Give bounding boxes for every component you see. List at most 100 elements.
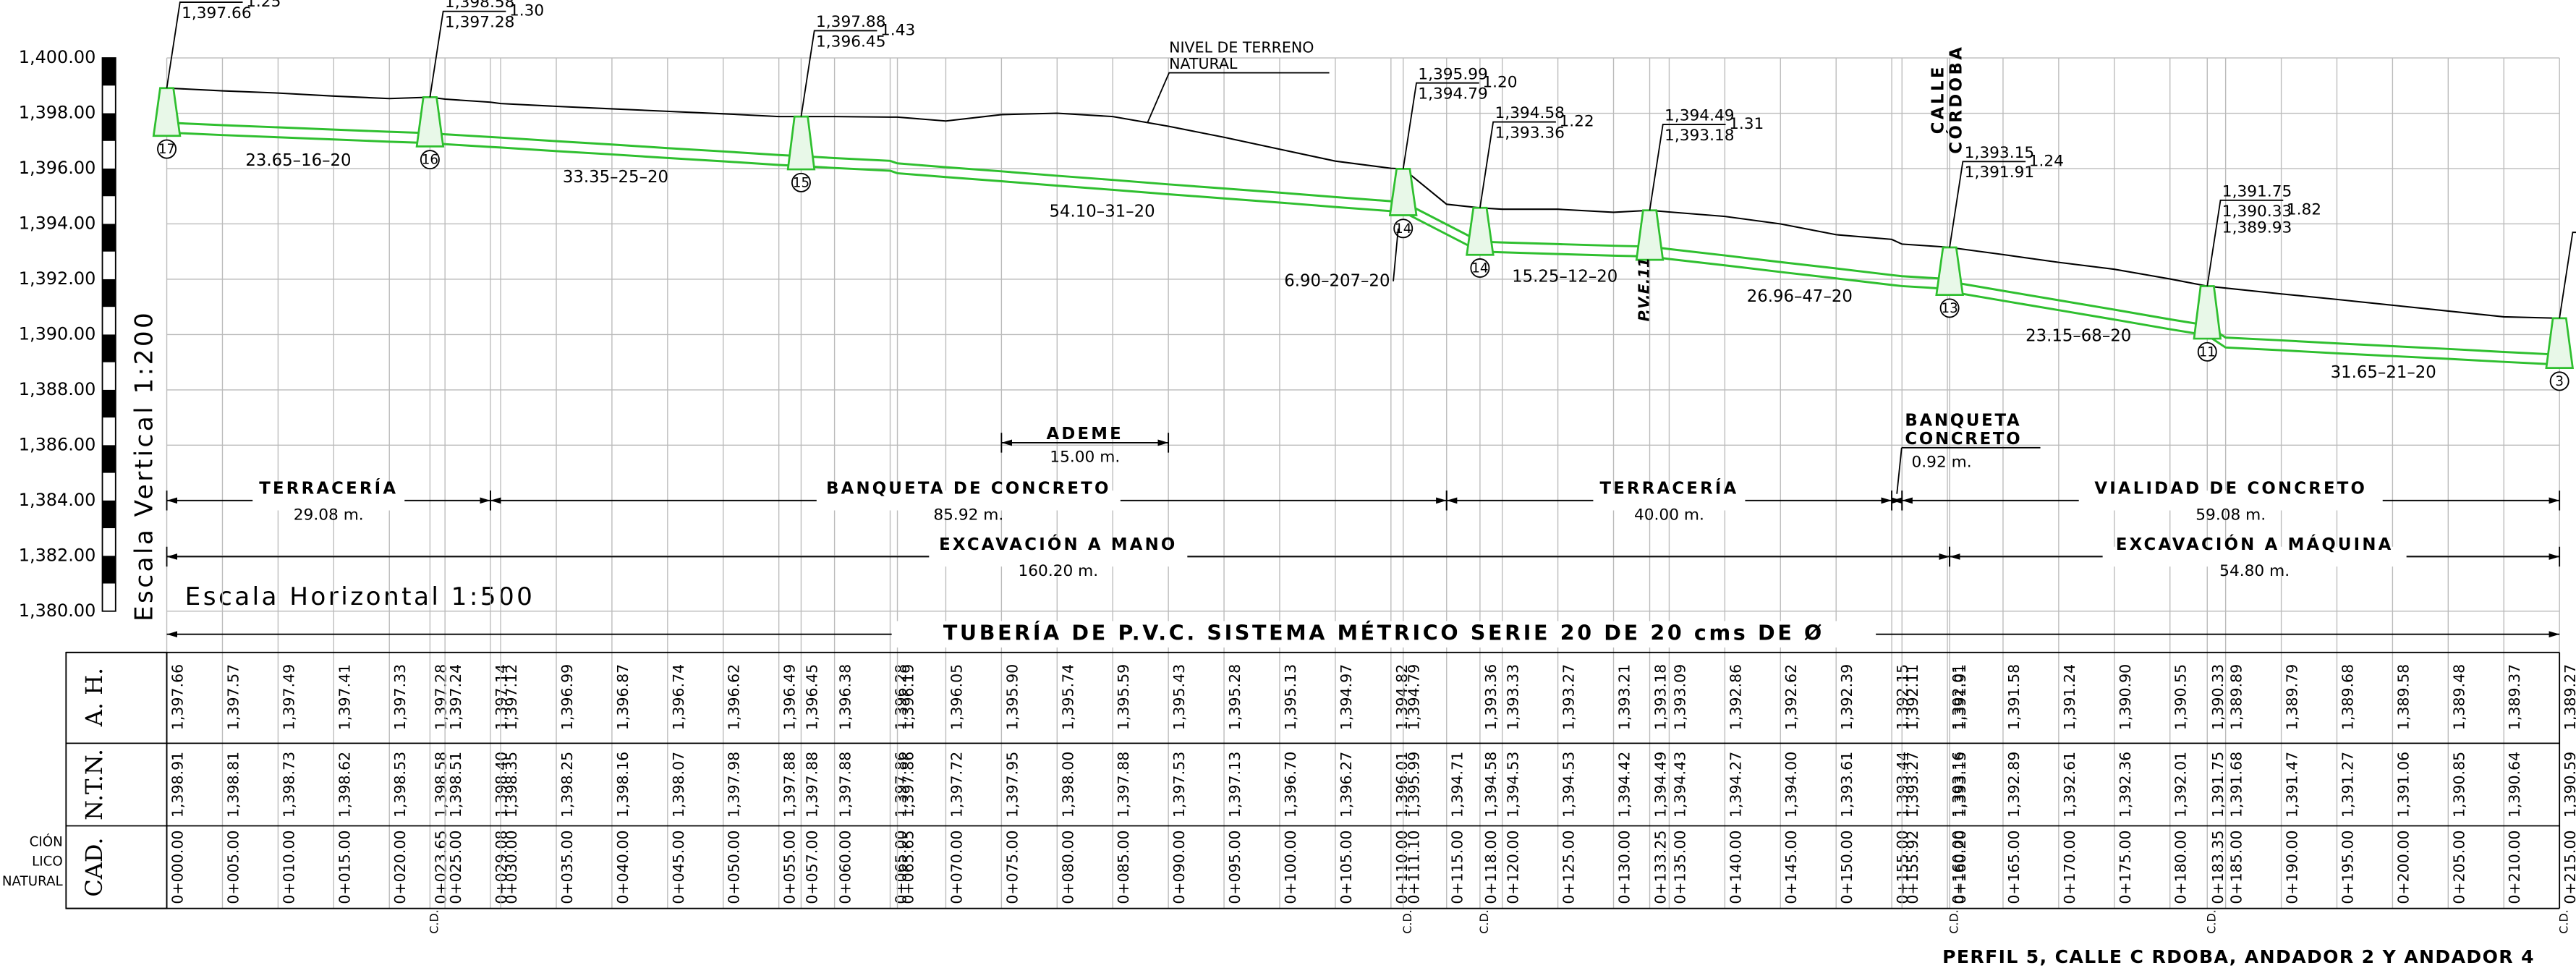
ntn-value: 1,397.88 bbox=[1115, 752, 1132, 818]
cad-value: 1,396.62 bbox=[726, 664, 743, 730]
cad-value: 1,390.33 bbox=[2209, 664, 2227, 730]
label-bg bbox=[1593, 491, 1746, 511]
station-label: 0+029.08 bbox=[493, 831, 510, 904]
cad-value: 1,396.45 bbox=[803, 664, 820, 730]
cad-value: 1,392.86 bbox=[1727, 664, 1744, 730]
cad-value: 1,397.41 bbox=[336, 664, 353, 730]
ntn-value: 1,396.01 bbox=[1393, 752, 1411, 818]
station-label: 0+205.00 bbox=[2450, 831, 2467, 904]
cad-value: 1,391.58 bbox=[2005, 664, 2023, 730]
well-elevation: 1,394.58 bbox=[1495, 104, 1565, 122]
station-label: 0+065.65 bbox=[900, 831, 917, 904]
station-label: 0+023.65 bbox=[432, 831, 449, 904]
ntn-value: 1,393.44 bbox=[1894, 752, 1911, 818]
station-label: 0+110.00 bbox=[1393, 831, 1411, 904]
row-header: A. H. bbox=[80, 668, 108, 727]
station-label: 0+055.00 bbox=[781, 831, 799, 904]
ntn-value: 1,393.15 bbox=[1952, 752, 1969, 818]
cad-value: 1,397.66 bbox=[169, 664, 187, 730]
station-label: 0+085.00 bbox=[1115, 831, 1132, 904]
well-label: 14 bbox=[1395, 221, 1411, 237]
cad-value: 1,397.24 bbox=[447, 664, 464, 730]
ntn-value: 1,391.06 bbox=[2394, 752, 2412, 818]
cad-value: 1,395.90 bbox=[1003, 664, 1021, 730]
cad-value: 1,390.90 bbox=[2117, 664, 2134, 730]
station-label: 0+010.00 bbox=[280, 831, 297, 904]
dimension-name: TERRACERÍA bbox=[1599, 477, 1738, 498]
well-leader bbox=[1479, 121, 1556, 208]
ntn-value: 1,394.53 bbox=[1560, 752, 1578, 818]
cad-value: 1,389.89 bbox=[2228, 664, 2245, 730]
terrain-label: NATURAL bbox=[1169, 55, 1238, 72]
cad-value: 1,389.79 bbox=[2284, 664, 2301, 730]
cad-value: 1,392.62 bbox=[1782, 664, 1800, 730]
manhole bbox=[2193, 285, 2222, 340]
well-depth: 1.43 bbox=[880, 21, 915, 39]
well-elevation: 1,389.93 bbox=[2222, 219, 2292, 237]
station-label: 0+030.00 bbox=[503, 831, 520, 904]
station-label: 0+111.10 bbox=[1406, 831, 1423, 904]
manhole bbox=[1935, 246, 1964, 297]
dimension-name: BANQUETA DE CONCRETO bbox=[826, 479, 1110, 498]
station-label: 0+150.00 bbox=[1838, 831, 1856, 904]
ntn-value: 1,398.00 bbox=[1059, 752, 1076, 818]
elevation-label: 1,400.00 bbox=[19, 47, 96, 67]
terrain-label: NIVEL DE TERRENO bbox=[1169, 38, 1314, 56]
well-depth: 1.31 bbox=[1729, 115, 1764, 133]
station-label: 0+120.00 bbox=[1505, 831, 1522, 904]
cad-value: 1,395.28 bbox=[1226, 664, 1244, 730]
ntn-value: 1,392.36 bbox=[2117, 752, 2134, 818]
elevation-label: 1,392.00 bbox=[19, 268, 96, 289]
station-label: 0+070.00 bbox=[948, 831, 965, 904]
ntn-value: 1,398.07 bbox=[670, 752, 687, 818]
station-label: 0+180.00 bbox=[2172, 831, 2190, 904]
cad-value: 1,393.36 bbox=[1482, 664, 1500, 730]
left-note: LICO bbox=[32, 854, 63, 870]
ntn-value: 1,394.58 bbox=[1482, 752, 1500, 818]
ntn-value: 1,397.13 bbox=[1226, 752, 1244, 818]
manhole bbox=[152, 87, 182, 137]
well-elevation: 1,393.36 bbox=[1495, 124, 1565, 143]
elevation-label: 1,386.00 bbox=[19, 434, 96, 454]
dimension-name: VIALIDAD DE CONCRETO bbox=[2094, 479, 2367, 498]
dimension-name: BANQUETA bbox=[1905, 412, 2021, 430]
dimension-leader bbox=[1896, 447, 1903, 494]
well-elevation: 1,390.33 bbox=[2222, 203, 2292, 221]
ntn-value: 1,397.98 bbox=[726, 752, 743, 818]
well-elevation: 1,393.18 bbox=[1665, 127, 1735, 145]
cd-mark: C.D. bbox=[2557, 909, 2571, 934]
station-label: 0+025.00 bbox=[447, 831, 464, 904]
vertical-scale: Escala Vertical 1:200 bbox=[129, 310, 158, 621]
well-circle bbox=[1470, 258, 1490, 278]
cad-value: 1,392.15 bbox=[1894, 664, 1911, 730]
ntn-value: 1,397.88 bbox=[781, 752, 799, 818]
station-label: 0+215.00 bbox=[2562, 831, 2576, 904]
ntn-value: 1,398.16 bbox=[614, 752, 632, 818]
ntn-value: 1,397.88 bbox=[837, 752, 854, 818]
shoring-length: 15.00 m. bbox=[1050, 448, 1120, 466]
station-label: 0+057.00 bbox=[803, 831, 820, 904]
cd-mark: C.D. bbox=[1477, 909, 1491, 934]
cad-value: 1,389.37 bbox=[2506, 664, 2523, 730]
cad-value: 1,393.09 bbox=[1671, 664, 1688, 730]
station-label: 0+005.00 bbox=[224, 831, 242, 904]
footer-title: PERFIL 5, CALLE C RDOBA, ANDADOR 2 Y AND… bbox=[1942, 946, 2535, 967]
label-bg bbox=[929, 546, 1188, 567]
label-bg bbox=[2102, 546, 2407, 567]
ntn-value: 1,393.27 bbox=[1904, 752, 1921, 818]
well-elevation: 1,391.75 bbox=[2222, 182, 2292, 200]
station-label: 0+190.00 bbox=[2284, 831, 2301, 904]
cad-value: 1,397.49 bbox=[280, 664, 297, 730]
station-label: 0+125.00 bbox=[1560, 831, 1578, 904]
cad-value: 1,394.82 bbox=[1393, 664, 1411, 730]
cad-value: 1,396.05 bbox=[948, 664, 965, 730]
well-elevation: 1,390.59 bbox=[2575, 215, 2576, 233]
station-label: 0+175.00 bbox=[2117, 831, 2134, 904]
manhole bbox=[1635, 209, 1665, 261]
manhole bbox=[1388, 168, 1418, 216]
elevation-label: 1,384.00 bbox=[19, 490, 96, 510]
well-circle bbox=[157, 139, 177, 159]
label-bg bbox=[252, 491, 405, 511]
well-leader bbox=[166, 1, 243, 88]
reach-label: 33.35–25–20 bbox=[563, 168, 668, 187]
